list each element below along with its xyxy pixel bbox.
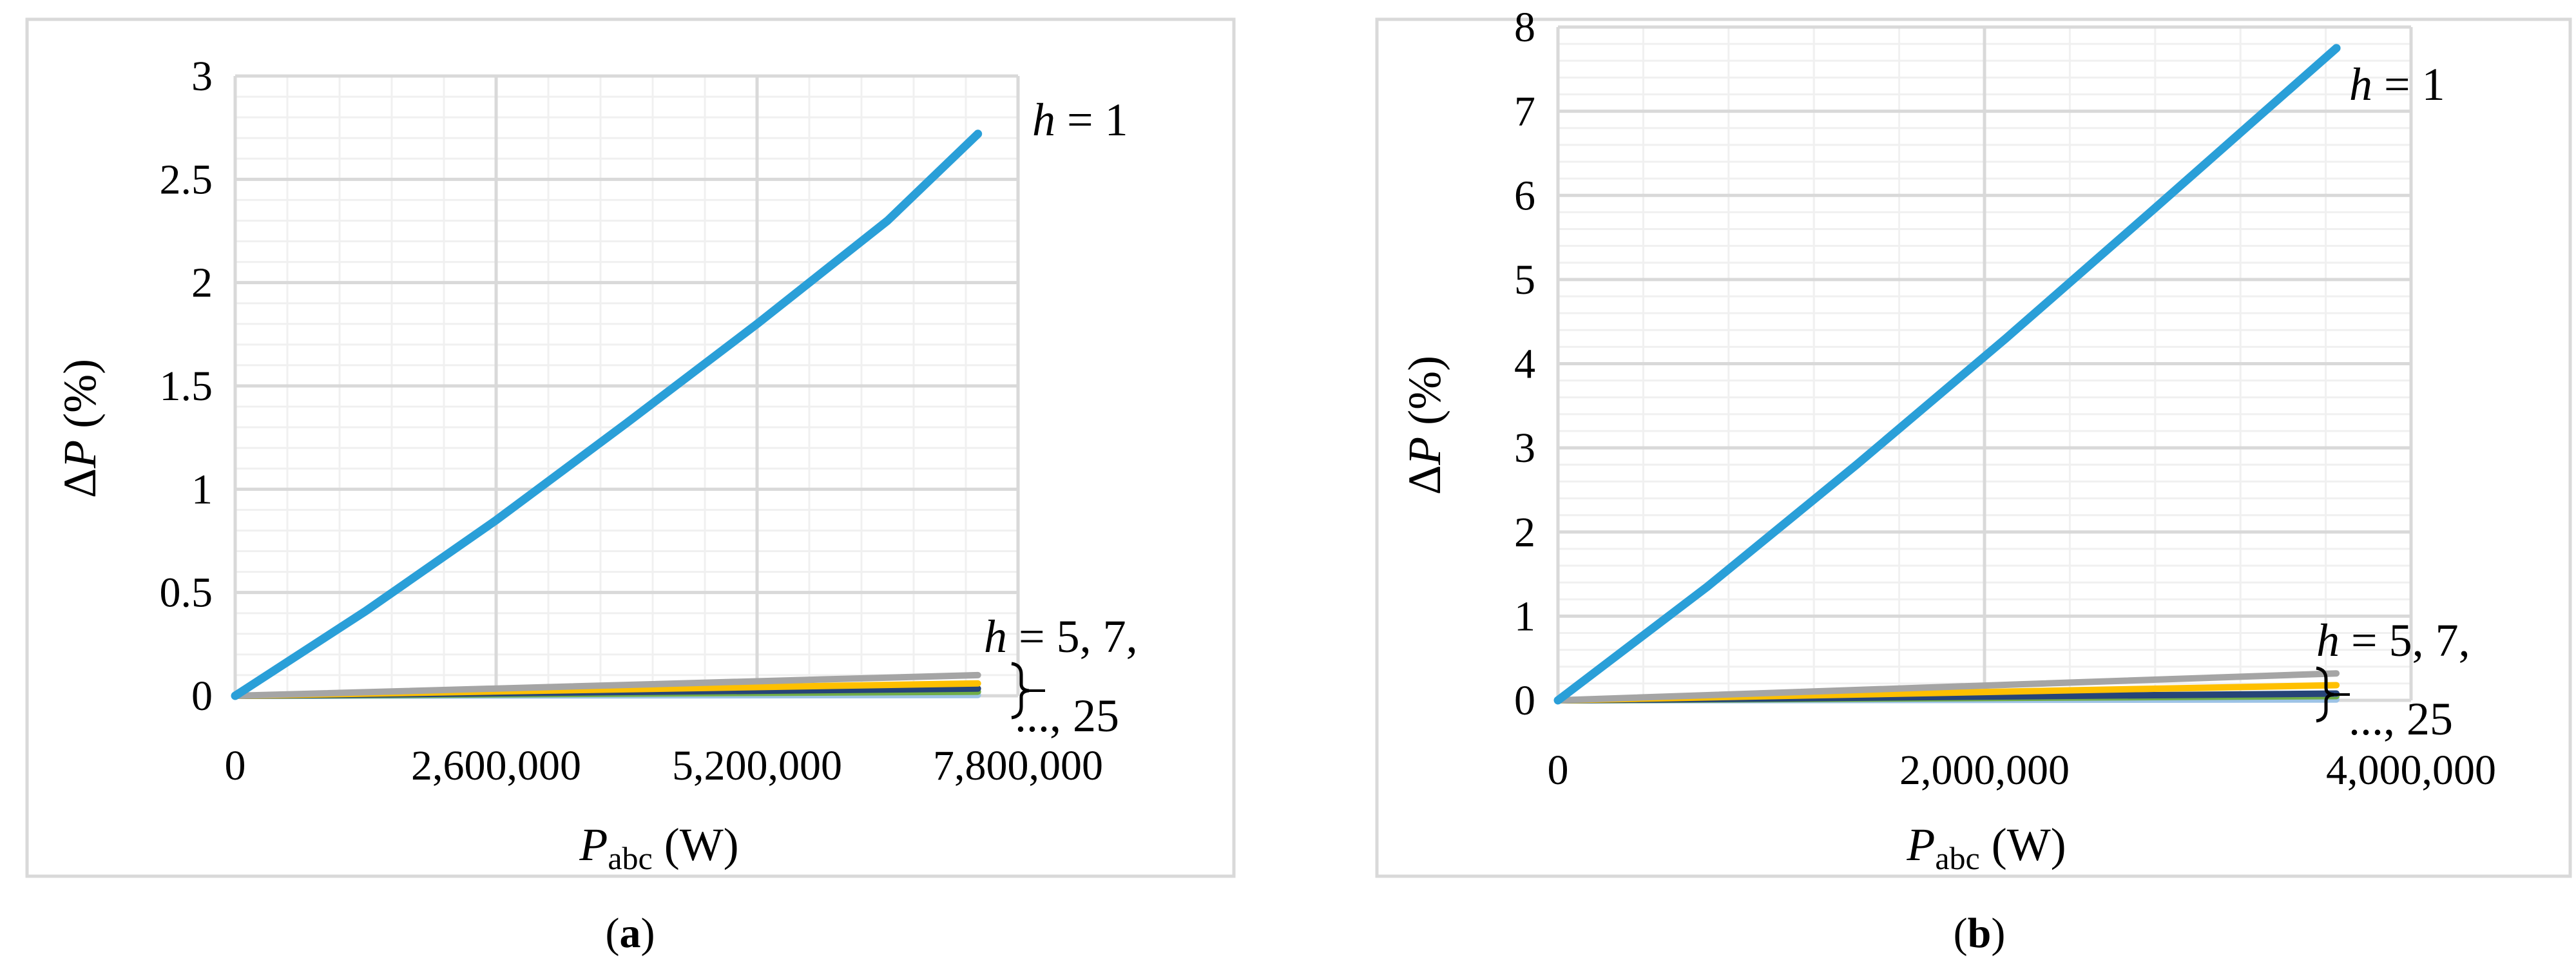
panel-label-a: (a) [606, 910, 655, 957]
x-tick-labels-b: 0 2,000,000 4,000,000 [1548, 747, 2497, 794]
y-tick-label: 8 [1514, 4, 1535, 51]
y-tick-label: 2 [191, 260, 213, 307]
chart-panel-a: 0 0.5 1 1.5 2 2.5 3 0 2,600,000 5,200,000 7,800,0… [25, 17, 1236, 957]
annotation-h1-var-b: h [2349, 59, 2372, 110]
x-axis-title-sub-b: abc [1935, 840, 1979, 876]
y-tick-label: 0 [1514, 677, 1535, 724]
series-line-h-1 [231, 129, 983, 700]
x-axis-title-b: Pabc (W) [1906, 819, 2066, 876]
y-tick-label: 1.5 [160, 363, 213, 410]
annotation-h1-text-a: = 1 [1055, 94, 1128, 146]
y-tick-label: 1 [1514, 593, 1535, 640]
y-axis-title-unit-a: (%) [54, 359, 106, 440]
x-tick-label: 0 [1548, 747, 1569, 794]
x-tick-label: 7,800,000 [933, 742, 1103, 789]
annotation-harmonics-text-b: = 5, 7, [2340, 615, 2470, 666]
y-axis-title-prefix-b: Δ [1399, 465, 1450, 495]
x-tick-label: 4,000,000 [2326, 747, 2496, 794]
y-tick-label: 4 [1514, 341, 1535, 388]
annotation-harmonics-line1-b: h = 5, 7, [2316, 615, 2470, 666]
series-line-h-1 [1553, 44, 2341, 705]
annotation-harmonics-line2-b: ..., 25 [2349, 693, 2453, 745]
annotation-harmonics-var-b: h [2316, 615, 2340, 666]
x-axis-title-unit-b: (W) [1980, 819, 2066, 870]
y-tick-label: 6 [1514, 172, 1535, 219]
x-tick-label: 2,600,000 [411, 742, 581, 789]
annotation-h1-var-a: h [1032, 94, 1055, 146]
y-axis-title-main-a: P [54, 440, 106, 469]
x-axis-title-unit-a: (W) [653, 819, 739, 870]
y-axis-title-prefix-a: Δ [54, 468, 106, 498]
x-axis-title-main-a: P [579, 819, 608, 870]
x-tick-labels-a: 0 2,600,000 5,200,000 7,800,000 [225, 742, 1104, 789]
gridlines-b [1556, 25, 2413, 702]
annotation-harmonics-line2-a: ..., 25 [1015, 690, 1119, 742]
y-tick-label: 2 [1514, 509, 1535, 556]
y-tick-label: 7 [1514, 88, 1535, 135]
y-axis-title-main-b: P [1399, 437, 1450, 466]
annotation-harmonics-line1-a: h = 5, 7, [984, 611, 1138, 662]
x-tick-label: 2,000,000 [1899, 747, 2070, 794]
y-tick-label: 2.5 [160, 156, 213, 203]
y-tick-label: 5 [1514, 256, 1535, 303]
x-tick-label: 0 [225, 742, 246, 789]
x-axis-title-sub-a: abc [608, 840, 652, 876]
annotation-harmonics-var-a: h [984, 611, 1007, 662]
y-tick-labels-b: 0 1 2 3 4 5 6 7 8 [1514, 4, 1535, 724]
series-line-h-5 [232, 671, 981, 699]
panel-label-b: (b) [1954, 910, 2006, 957]
y-tick-labels-a: 0 0.5 1 1.5 2 2.5 3 [160, 53, 213, 720]
annotation-h1-a: h = 1 [1032, 94, 1128, 146]
annotation-h1-b: h = 1 [2349, 59, 2445, 110]
series-group-b [1553, 44, 2341, 705]
series-group-a [231, 129, 983, 700]
y-tick-label: 1 [191, 466, 213, 513]
series-line-h-5 [1555, 670, 2340, 704]
y-axis-title-b: ΔP (%) [1399, 356, 1450, 495]
y-tick-label: 3 [191, 53, 213, 100]
y-tick-label: 3 [1514, 425, 1535, 472]
y-axis-title-a: ΔP (%) [54, 359, 106, 498]
y-tick-label: 0.5 [160, 570, 213, 617]
y-tick-label: 0 [191, 673, 213, 720]
annotation-h1-text-b: = 1 [2372, 59, 2445, 110]
x-tick-label: 5,200,000 [672, 742, 842, 789]
y-axis-title-unit-b: (%) [1399, 356, 1450, 437]
annotation-harmonics-text-a: = 5, 7, [1007, 611, 1138, 662]
x-axis-title-main-b: P [1906, 819, 1935, 870]
x-axis-title-a: Pabc (W) [579, 819, 738, 876]
